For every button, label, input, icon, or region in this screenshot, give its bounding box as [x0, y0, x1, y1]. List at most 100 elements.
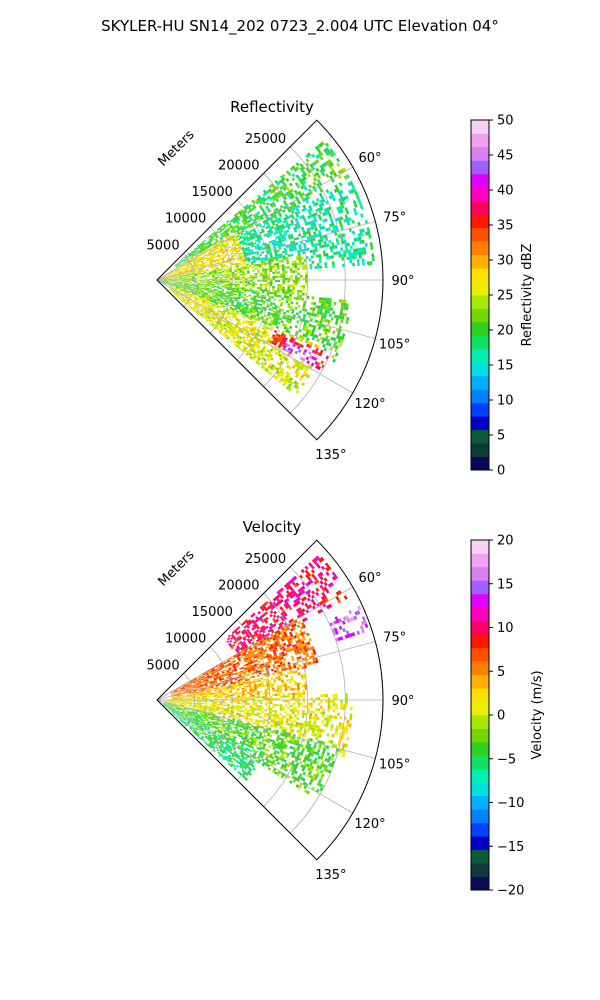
- data-cell: [287, 286, 290, 290]
- data-cell: [235, 312, 239, 315]
- data-cell: [182, 278, 185, 280]
- data-cell: [190, 290, 193, 292]
- data-cell: [237, 297, 241, 300]
- data-cell: [175, 293, 178, 295]
- data-cell: [239, 258, 243, 261]
- data-cell: [208, 322, 212, 326]
- data-cell: [239, 322, 242, 325]
- data-cell: [214, 286, 217, 288]
- data-cell: [244, 281, 248, 284]
- data-cell: [299, 249, 303, 253]
- data-cell: [252, 283, 255, 286]
- data-cell: [204, 285, 207, 287]
- data-cell: [215, 302, 218, 305]
- data-cell: [207, 241, 211, 244]
- data-cell: [174, 264, 178, 267]
- data-cell: [216, 240, 219, 243]
- data-cell: [171, 289, 174, 292]
- data-cell: [236, 241, 240, 245]
- data-cell: [208, 238, 212, 241]
- data-cell: [207, 257, 211, 260]
- data-cell: [208, 304, 212, 307]
- data-cell: [242, 212, 246, 215]
- data-cell: [196, 310, 199, 314]
- data-cell: [184, 275, 187, 277]
- data-cell: [225, 294, 229, 297]
- data-cell: [224, 239, 228, 243]
- data-cell: [236, 225, 240, 228]
- data-cell: [289, 291, 293, 295]
- data-cell: [214, 296, 218, 299]
- data-cell: [194, 309, 197, 312]
- data-cell: [164, 281, 167, 282]
- data-cell: [206, 272, 210, 274]
- data-cell: [212, 249, 216, 252]
- data-cell: [188, 287, 192, 289]
- data-cell: [362, 261, 365, 266]
- colorbar-tick-label: 20: [497, 324, 514, 339]
- data-cell: [243, 261, 246, 264]
- data-cell: [224, 317, 228, 321]
- data-cell: [187, 292, 190, 294]
- data-cell: [232, 297, 236, 300]
- data-cell: [262, 302, 266, 305]
- data-cell: [214, 310, 217, 313]
- data-cell: [189, 285, 192, 287]
- data-cell: [224, 234, 228, 238]
- data-cell: [164, 282, 167, 284]
- data-cell: [217, 695, 220, 697]
- data-cell: [244, 310, 248, 313]
- data-cell: [169, 281, 172, 283]
- data-cell: [203, 289, 207, 291]
- data-cell: [200, 313, 204, 316]
- data-cell: [265, 278, 268, 280]
- data-cell: [180, 259, 183, 261]
- data-cell: [197, 701, 200, 703]
- data-cell: [161, 282, 164, 284]
- data-cell: [214, 238, 218, 241]
- data-cell: [207, 244, 210, 248]
- data-cell: [187, 698, 190, 700]
- data-cell: [284, 293, 287, 296]
- data-cell: [176, 286, 179, 288]
- data-cell: [238, 291, 242, 294]
- data-cell: [196, 287, 199, 289]
- data-cell: [209, 696, 213, 698]
- data-cell: [199, 264, 203, 266]
- data-cell: [179, 268, 183, 270]
- data-cell: [257, 316, 261, 320]
- data-cell: [246, 334, 250, 338]
- data-cell: [183, 264, 187, 267]
- data-cell: [184, 281, 188, 283]
- data-cell: [255, 235, 259, 238]
- data-cell: [229, 312, 233, 315]
- data-cell: [221, 235, 225, 238]
- data-cell: [286, 295, 290, 299]
- data-cell: [161, 276, 164, 278]
- data-cell: [277, 271, 280, 274]
- theta-tick-label: 90°: [391, 274, 414, 289]
- data-cell: [166, 281, 170, 283]
- data-cell: [224, 287, 227, 289]
- data-cell: [216, 287, 220, 289]
- data-cell: [200, 265, 203, 267]
- data-cell: [194, 265, 198, 267]
- data-cell: [213, 268, 217, 270]
- data-cell: [194, 274, 197, 276]
- colorbar-swatch: [471, 173, 489, 188]
- data-cell: [232, 275, 235, 278]
- data-cell: [204, 674, 207, 677]
- data-cell: [192, 292, 195, 294]
- data-cell: [246, 270, 250, 273]
- data-cell: [179, 263, 183, 265]
- data-cell: [327, 310, 331, 314]
- data-cell: [176, 262, 179, 265]
- data-cell: [208, 306, 211, 309]
- data-cell: [251, 266, 255, 269]
- data-cell: [168, 274, 172, 276]
- data-cell: [179, 283, 182, 285]
- data-cell: [251, 290, 255, 292]
- data-cell: [201, 250, 205, 253]
- data-cell: [169, 282, 172, 284]
- data-cell: [177, 277, 180, 279]
